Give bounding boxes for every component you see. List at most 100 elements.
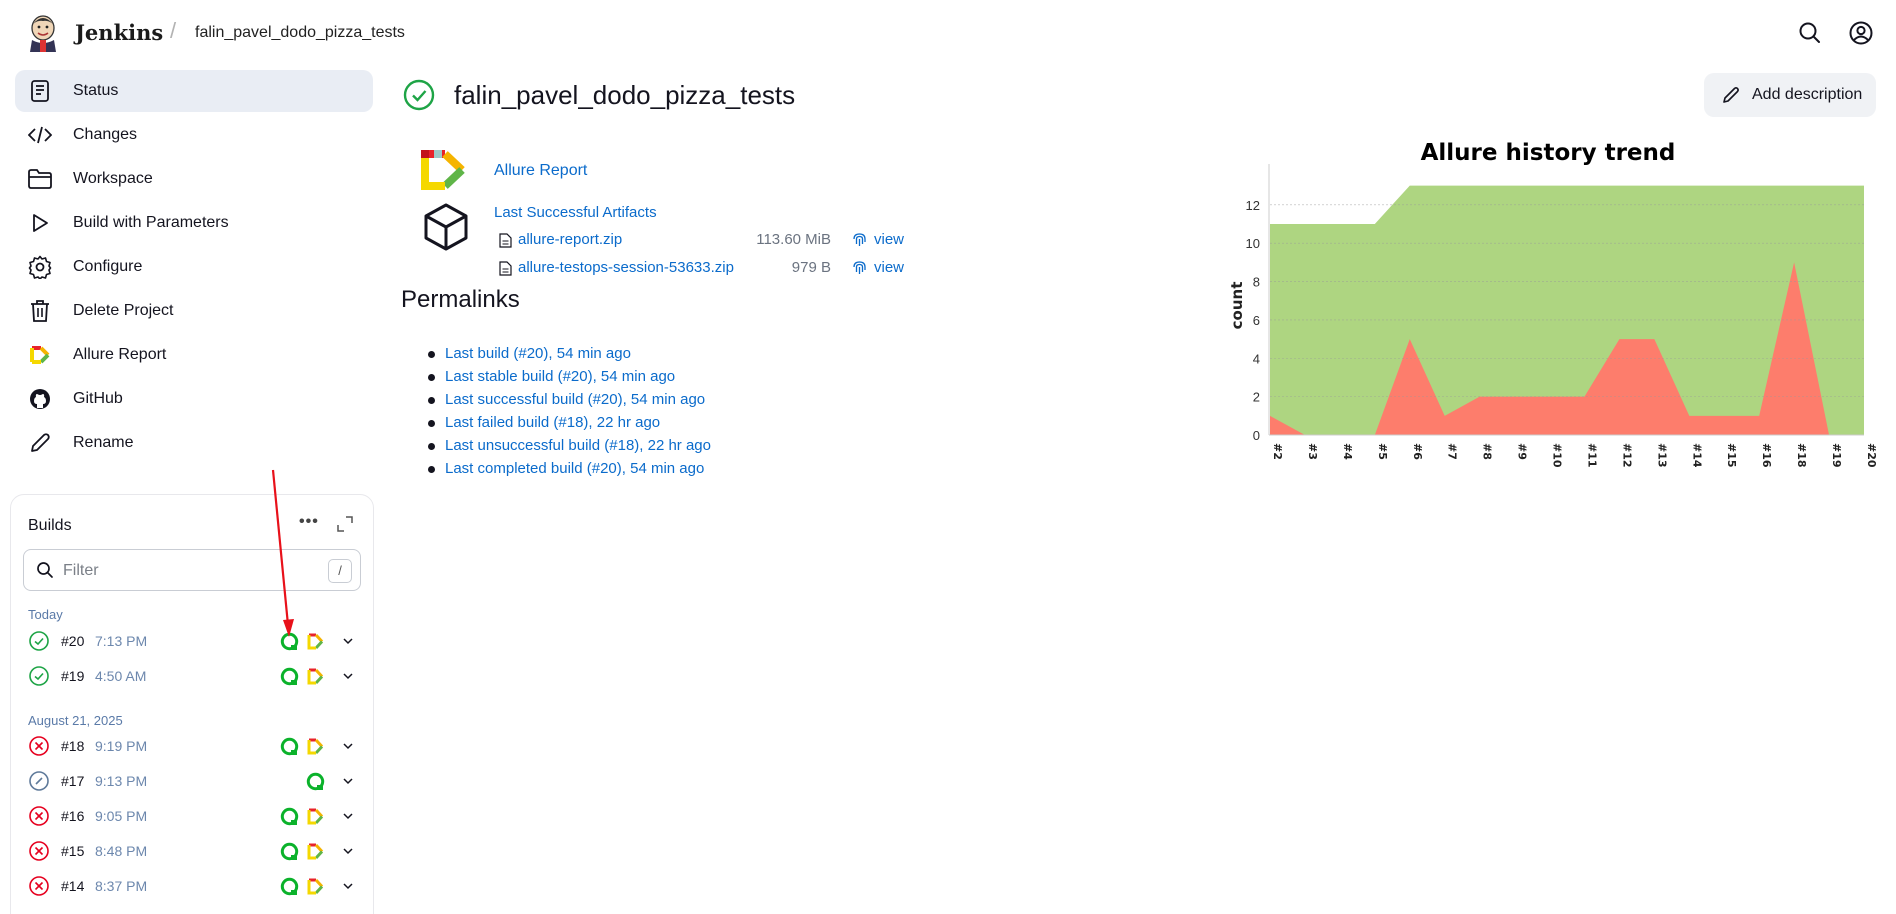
sidebar-item-label: Delete Project bbox=[73, 302, 174, 319]
x-tick-label: #16 bbox=[1760, 443, 1773, 468]
allure-report-icon[interactable] bbox=[307, 843, 324, 860]
testops-icon[interactable] bbox=[280, 667, 299, 686]
chevron-down-icon[interactable] bbox=[341, 634, 355, 648]
search-icon[interactable] bbox=[1797, 20, 1823, 46]
build-time: 8:48 PM bbox=[95, 843, 148, 859]
allure-report-link[interactable]: Allure Report bbox=[494, 162, 588, 179]
fingerprint-icon[interactable] bbox=[851, 231, 868, 248]
allure-report-icon[interactable] bbox=[307, 738, 324, 755]
sidebar-item-allure-report[interactable]: Allure Report bbox=[15, 334, 373, 376]
build-row[interactable]: #19 4:50 AM bbox=[11, 661, 373, 691]
sidebar-item-label: Rename bbox=[73, 434, 134, 451]
build-time: 4:50 AM bbox=[95, 668, 147, 684]
expand-icon[interactable] bbox=[336, 515, 354, 533]
build-number[interactable]: #18 bbox=[61, 738, 85, 754]
chevron-down-icon[interactable] bbox=[341, 669, 355, 683]
y-tick-label: 6 bbox=[1253, 313, 1260, 328]
build-number[interactable]: #19 bbox=[61, 668, 85, 684]
testops-icon[interactable] bbox=[280, 632, 299, 651]
x-tick-label: #10 bbox=[1551, 443, 1564, 468]
testops-icon[interactable] bbox=[280, 807, 299, 826]
build-time: 9:13 PM bbox=[95, 773, 148, 789]
breadcrumb-project[interactable]: falin_pavel_dodo_pizza_tests bbox=[195, 24, 405, 41]
allure-logo-icon[interactable] bbox=[420, 148, 470, 192]
fingerprint-icon[interactable] bbox=[851, 259, 868, 276]
permalink-link[interactable]: Last successful build (#20), 54 min ago bbox=[445, 391, 706, 408]
sidebar-item-workspace[interactable]: Workspace bbox=[15, 158, 373, 200]
build-row[interactable]: #16 9:05 PM bbox=[11, 801, 373, 831]
builds-title: Builds bbox=[28, 517, 72, 534]
pencil-icon bbox=[1723, 87, 1739, 103]
top-header: Jenkins / falin_pavel_dodo_pizza_tests bbox=[0, 0, 1896, 66]
sidebar-item-label: Status bbox=[73, 82, 119, 99]
success-status-icon bbox=[403, 79, 435, 111]
add-description-button[interactable]: Add description bbox=[1704, 73, 1876, 117]
build-row[interactable]: #15 8:48 PM bbox=[11, 836, 373, 866]
permalink-link[interactable]: Last completed build (#20), 54 min ago bbox=[445, 460, 705, 477]
x-tick-label: #13 bbox=[1655, 443, 1668, 468]
permalink-link[interactable]: Last unsuccessful build (#18), 22 hr ago bbox=[445, 437, 711, 454]
sidebar-item-rename[interactable]: Rename bbox=[15, 422, 373, 464]
build-number[interactable]: #17 bbox=[61, 773, 85, 789]
chevron-down-icon[interactable] bbox=[341, 774, 355, 788]
testops-icon[interactable] bbox=[280, 842, 299, 861]
build-number[interactable]: #16 bbox=[61, 808, 85, 824]
x-tick-label: #11 bbox=[1585, 443, 1598, 468]
allure-history-trend-chart[interactable]: 0 2 4 6 8 10 12 #2 #3 #4 #5 #6 #7 #8 #9 #10 #11 #12 #13 #14… bbox=[1220, 140, 1876, 480]
build-row[interactable]: #14 8:37 PM bbox=[11, 871, 373, 901]
last-successful-artifacts-link[interactable]: Last Successful Artifacts bbox=[494, 204, 657, 221]
chevron-down-icon[interactable] bbox=[341, 809, 355, 823]
allure-icon bbox=[28, 343, 52, 367]
trend-chart-svg: 0 2 4 6 8 10 12 #2 #3 #4 #5 #6 #7 #8 #9 #10 #11 #12 #13 #14… bbox=[1228, 164, 1876, 468]
build-group-header: August 21, 2025 bbox=[28, 713, 123, 728]
sidebar-item-configure[interactable]: Configure bbox=[15, 246, 373, 288]
permalink-item: Last stable build (#20), 54 min ago bbox=[428, 368, 711, 391]
chevron-down-icon[interactable] bbox=[341, 879, 355, 893]
x-tick-label: #6 bbox=[1411, 443, 1424, 460]
chevron-down-icon[interactable] bbox=[341, 844, 355, 858]
sidebar-item-github[interactable]: GitHub bbox=[15, 378, 373, 420]
failed-status-icon bbox=[29, 736, 49, 756]
sidebar-item-changes[interactable]: Changes bbox=[15, 114, 373, 156]
sidebar-item-build-with-parameters[interactable]: Build with Parameters bbox=[15, 202, 373, 244]
build-number[interactable]: #20 bbox=[61, 633, 85, 649]
github-icon bbox=[28, 387, 52, 411]
add-description-label: Add description bbox=[1752, 86, 1863, 103]
more-options-icon[interactable]: ••• bbox=[299, 513, 319, 530]
allure-report-icon[interactable] bbox=[307, 808, 324, 825]
x-tick-label: #7 bbox=[1446, 443, 1459, 460]
jenkins-brand[interactable]: Jenkins bbox=[75, 20, 164, 45]
build-time: 9:05 PM bbox=[95, 808, 148, 824]
allure-report-icon[interactable] bbox=[307, 668, 324, 685]
file-icon bbox=[499, 261, 512, 276]
build-row[interactable]: #20 7:13 PM bbox=[11, 626, 373, 656]
build-row[interactable]: #18 9:19 PM bbox=[11, 731, 373, 761]
artifact-link[interactable]: allure-report.zip bbox=[518, 231, 623, 248]
permalink-link[interactable]: Last stable build (#20), 54 min ago bbox=[445, 368, 676, 385]
build-row[interactable]: #17 9:13 PM bbox=[11, 766, 373, 796]
user-account-icon[interactable] bbox=[1848, 20, 1874, 46]
permalinks-list: Last build (#20), 54 min ago Last stable… bbox=[428, 345, 711, 483]
failed-status-icon bbox=[29, 876, 49, 896]
sidebar-item-delete-project[interactable]: Delete Project bbox=[15, 290, 373, 332]
failed-status-icon bbox=[29, 806, 49, 826]
jenkins-logo[interactable] bbox=[28, 14, 58, 52]
success-status-icon bbox=[29, 666, 49, 686]
sidebar-item-status[interactable]: Status bbox=[15, 70, 373, 112]
artifact-view-link[interactable]: view bbox=[874, 259, 905, 276]
artifact-link[interactable]: allure-testops-session-53633.zip bbox=[518, 259, 734, 276]
chevron-down-icon[interactable] bbox=[341, 739, 355, 753]
testops-icon[interactable] bbox=[280, 877, 299, 896]
build-number[interactable]: #15 bbox=[61, 843, 85, 859]
build-number[interactable]: #14 bbox=[61, 878, 85, 894]
builds-filter-input[interactable]: Filter / bbox=[23, 549, 361, 591]
allure-report-icon[interactable] bbox=[307, 878, 324, 895]
testops-icon[interactable] bbox=[280, 737, 299, 756]
permalink-link[interactable]: Last failed build (#18), 22 hr ago bbox=[445, 414, 661, 431]
x-tick-label: #5 bbox=[1376, 443, 1389, 460]
allure-report-icon[interactable] bbox=[307, 633, 324, 650]
testops-icon[interactable] bbox=[306, 772, 325, 791]
permalink-link[interactable]: Last build (#20), 54 min ago bbox=[445, 345, 631, 362]
artifact-view-link[interactable]: view bbox=[874, 231, 905, 248]
aborted-status-icon bbox=[29, 771, 49, 791]
